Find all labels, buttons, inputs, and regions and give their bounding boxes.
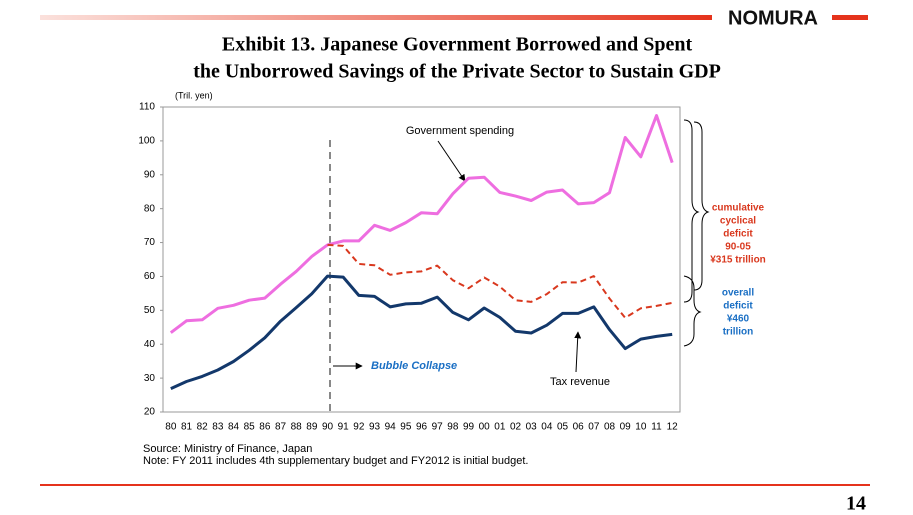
annotation: ¥460 [727, 314, 750, 325]
brace [693, 121, 710, 291]
x-tick-label: 82 [197, 422, 209, 433]
y-tick-label: 30 [144, 373, 156, 384]
note: Note: FY 2011 includes 4th supplementary… [143, 455, 528, 467]
x-tick-label: 81 [181, 422, 193, 433]
x-tick-label: 01 [494, 422, 506, 433]
annotation: ¥315 trillion [710, 255, 766, 266]
brace [683, 275, 702, 347]
x-tick-label: 98 [447, 422, 459, 433]
x-tick-label: 11 [651, 422, 662, 433]
x-tick-label: 90 [322, 422, 334, 433]
x-tick-label: 05 [557, 422, 569, 433]
x-tick-label: 95 [400, 422, 412, 433]
x-tick-label: 87 [275, 422, 287, 433]
y-tick-label: 110 [139, 102, 155, 113]
arrow [437, 140, 466, 182]
series-label: Government spending [406, 125, 514, 137]
x-tick-label: 93 [369, 422, 381, 433]
x-tick-label: 07 [588, 422, 600, 433]
source: Source: Ministry of Finance, Japan [143, 443, 312, 455]
x-tick-label: 88 [291, 422, 303, 433]
chart-title: Exhibit 13. Japanese Government Borrowed… [222, 34, 693, 56]
y-tick-label: 70 [144, 237, 156, 248]
x-tick-label: 86 [259, 422, 271, 433]
x-tick-label: 85 [244, 422, 256, 433]
x-tick-label: 91 [338, 422, 350, 433]
annotation: 90-05 [725, 242, 751, 253]
y-unit: (Tril. yen) [175, 90, 213, 100]
annotation: cyclical [720, 216, 756, 227]
chart-title: the Unborrowed Savings of the Private Se… [193, 61, 721, 83]
brace [683, 119, 700, 303]
x-tick-label: 10 [635, 422, 647, 433]
x-tick-label: 08 [604, 422, 616, 433]
y-tick-label: 80 [144, 203, 156, 214]
top-bar-end [832, 15, 868, 20]
bottom-bar [40, 484, 870, 486]
top-bar [40, 15, 712, 20]
x-tick-label: 89 [306, 422, 318, 433]
logo: NOMURA [728, 7, 818, 29]
annotation: trillion [723, 327, 754, 338]
x-tick-label: 96 [416, 422, 428, 433]
page-number: 14 [846, 493, 866, 515]
y-tick-label: 90 [144, 169, 156, 180]
annotation: deficit [723, 301, 753, 312]
series-line [170, 274, 673, 390]
plot-frame [162, 106, 681, 413]
series-line [327, 243, 673, 319]
series-label: Tax revenue [550, 376, 610, 388]
y-tick-label: 40 [144, 339, 156, 350]
x-tick-label: 94 [385, 422, 397, 433]
x-tick-label: 83 [212, 422, 224, 433]
x-tick-label: 99 [463, 422, 475, 433]
event-label: Bubble Collapse [371, 360, 457, 372]
x-tick-label: 97 [432, 422, 444, 433]
annotation: deficit [723, 229, 753, 240]
annotation: overall [722, 288, 754, 299]
arrow [574, 331, 582, 373]
y-tick-label: 20 [144, 407, 156, 418]
x-tick-label: 12 [667, 422, 679, 433]
x-tick-label: 84 [228, 422, 240, 433]
y-tick-label: 100 [138, 136, 155, 147]
x-tick-label: 00 [479, 422, 491, 433]
series-line [169, 114, 674, 334]
x-tick-label: 92 [353, 422, 365, 433]
x-tick-label: 09 [620, 422, 632, 433]
x-tick-label: 06 [573, 422, 585, 433]
x-tick-label: 03 [526, 422, 538, 433]
annotation: cumulative [712, 203, 765, 214]
y-tick-label: 60 [144, 271, 156, 282]
y-tick-label: 50 [144, 305, 156, 316]
x-tick-label: 02 [510, 422, 522, 433]
x-tick-label: 04 [541, 422, 553, 433]
x-tick-label: 80 [165, 422, 177, 433]
